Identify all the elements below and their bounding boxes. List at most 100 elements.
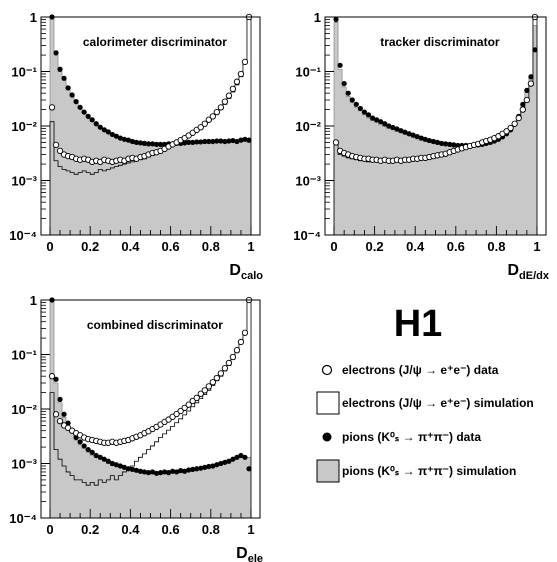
electron-data-point <box>185 401 192 408</box>
pion-data-point <box>402 129 408 135</box>
electron-data-point <box>52 141 60 149</box>
pion-data-point <box>73 99 79 105</box>
x-tick-label: 0.2 <box>81 239 99 254</box>
pion-data-point <box>434 139 441 146</box>
pion-data-point <box>374 117 380 123</box>
pion-data-point <box>89 449 95 455</box>
x-tick-label: 0.6 <box>162 239 180 254</box>
y-tick-label: 10⁻¹ <box>11 348 37 363</box>
pion-data-point <box>349 97 355 103</box>
legend-marker-open-circle <box>321 364 333 376</box>
pion-data-point <box>202 464 208 470</box>
electron-data-point <box>213 374 220 382</box>
x-tick-label: 0.4 <box>406 239 425 254</box>
pion-data-point <box>165 470 172 476</box>
pion-data-point <box>174 469 180 475</box>
pion-data-point <box>337 62 343 68</box>
legend-item-electron-data: electrons (J/ψ → e⁺e⁻) data <box>321 363 499 377</box>
x-tick-label: 0.8 <box>487 239 505 254</box>
pion-data-point <box>153 470 160 476</box>
electron-data-point <box>503 128 510 135</box>
electron-data-point <box>237 338 245 346</box>
electron-data-point <box>241 58 249 66</box>
pion-data-point <box>101 127 107 133</box>
pion-data-point <box>186 139 192 146</box>
pion-data-point <box>242 136 248 142</box>
pion-data-point <box>198 465 204 471</box>
pion-data-point <box>109 131 115 138</box>
pion-data-point <box>418 135 424 141</box>
pion-data-point <box>85 113 91 120</box>
pion-data-point <box>443 141 449 147</box>
pion-data-point <box>398 128 404 134</box>
y-tick-label: 10⁻⁴ <box>9 511 37 526</box>
pion-data-point <box>137 140 144 146</box>
pion-data-point <box>390 124 396 131</box>
pion-data-point <box>430 138 437 145</box>
electron-data-point <box>332 139 340 146</box>
pion-data-point <box>129 138 136 145</box>
pion-data-point <box>438 140 445 146</box>
pion-data-point <box>81 443 87 449</box>
pion-data-point <box>226 138 232 144</box>
y-tick-label: 10⁻³ <box>11 457 37 472</box>
pion-data-point <box>524 87 530 93</box>
y-tick-label: 10⁻³ <box>11 174 37 189</box>
electron-data-point <box>201 387 208 394</box>
pion-data-point <box>113 462 119 468</box>
pion-data-point <box>528 74 534 80</box>
pion-data-point <box>77 104 83 110</box>
pion-data-point <box>532 47 538 53</box>
pion-data-point <box>57 66 63 72</box>
legend-label: electrons (J/ψ → e⁺e⁻) simulation <box>342 396 534 410</box>
electron-data-point <box>523 96 530 104</box>
pion-data-point <box>194 466 200 472</box>
pion-data-point <box>117 463 123 469</box>
y-tick-label: 10⁻¹ <box>295 65 321 80</box>
x-tick-label: 0 <box>46 522 53 537</box>
x-tick-label: 0 <box>330 239 337 254</box>
pion-data-point <box>61 411 67 417</box>
pion-data-point <box>238 137 244 143</box>
pion-data-point <box>357 105 363 112</box>
pion-data-point <box>105 458 111 464</box>
electron-data-point <box>56 417 64 425</box>
legend-label: pions (K⁰ₛ → π⁺π⁻) simulation <box>342 464 516 478</box>
y-tick-label: 10⁻³ <box>295 174 321 189</box>
legend: electrons (J/ψ → e⁺e⁻) data electrons (J… <box>316 363 534 483</box>
electron-data-point <box>237 70 245 78</box>
pion-data-point <box>133 139 140 146</box>
y-tick-label: 10⁻² <box>11 119 37 134</box>
electron-data-point <box>48 104 56 111</box>
pion-data-point <box>218 138 224 144</box>
pion-data-point <box>141 469 148 475</box>
y-tick-label: 1 <box>30 10 37 25</box>
pion-data-point <box>145 141 152 147</box>
pion-data-point <box>101 456 107 462</box>
legend-marker-filled-box <box>316 459 340 483</box>
pion-data-point <box>149 469 156 475</box>
legend-label: pions (K⁰ₛ → π⁺π⁻) data <box>342 430 481 444</box>
electron-data-point <box>193 394 200 402</box>
pion-data-point <box>85 446 91 453</box>
pion-data-point <box>230 137 236 144</box>
electron-data-point <box>519 106 526 113</box>
pion-data-point <box>117 135 123 141</box>
x-tick-label: 1 <box>533 239 540 254</box>
pion-data-point <box>520 101 526 107</box>
pion-data-point <box>422 136 428 142</box>
pion-data-point <box>97 124 103 130</box>
panel-title: calorimeter discriminator <box>83 35 227 49</box>
electron-data-point <box>197 390 204 397</box>
pion-data-point <box>234 454 240 460</box>
pion-data-point <box>230 456 236 462</box>
x-axis-label: Dcalo <box>229 262 263 282</box>
pion-data-point <box>182 468 188 474</box>
pion-data-point <box>414 133 420 140</box>
electron-data-point <box>48 373 56 380</box>
electron-data-point <box>229 85 237 93</box>
electron-data-point <box>213 108 220 116</box>
pion-data-point <box>121 464 127 470</box>
electron-data-point <box>205 116 212 123</box>
